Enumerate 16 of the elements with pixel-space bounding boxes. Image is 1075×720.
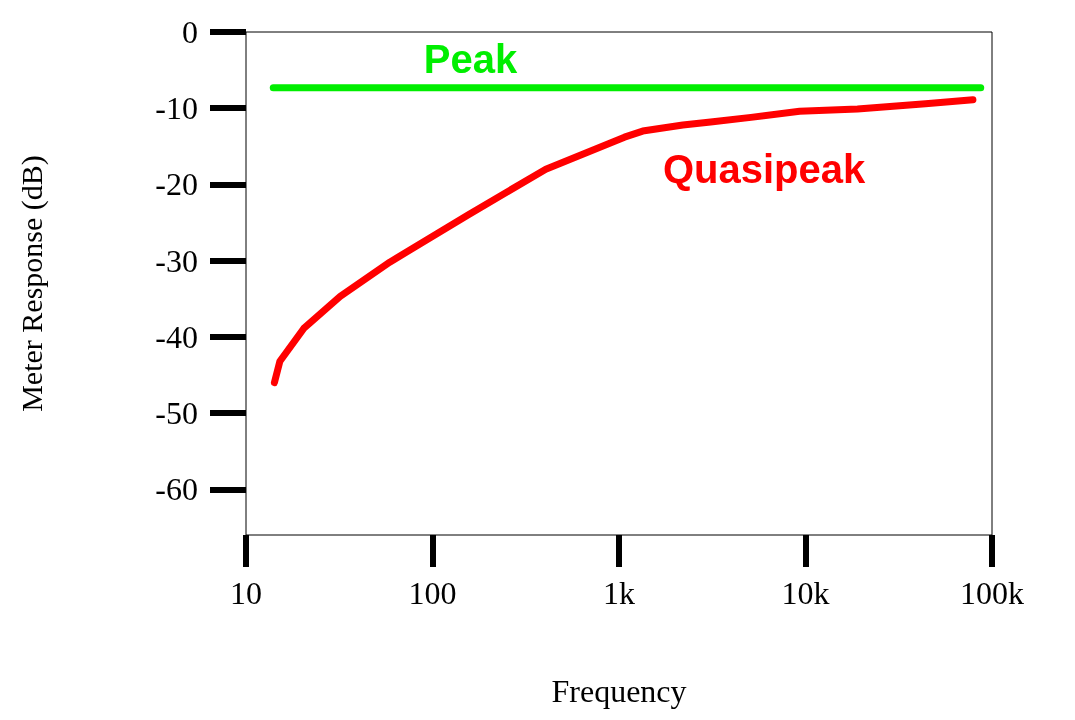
y-tick-label: -50 — [155, 395, 198, 432]
y-tick-label: -60 — [155, 471, 198, 508]
y-tick-label: 0 — [182, 14, 198, 50]
x-tick-label: 100k — [960, 575, 1024, 611]
y-tick-label: -40 — [155, 318, 198, 355]
x-tick-label: 100 — [408, 575, 457, 611]
series-label: Peak — [423, 36, 519, 81]
x-tick-label: 1k — [603, 575, 635, 611]
x-tick-label: 10 — [230, 575, 262, 611]
y-tick-label: -20 — [155, 166, 198, 203]
y-axis-title: Meter Response (dB) — [14, 155, 49, 412]
x-axis-title: Frequency — [551, 673, 687, 709]
x-tick-label: 10k — [781, 575, 830, 611]
series-label: Quasipeak — [662, 147, 867, 192]
y-tick-label: -30 — [155, 242, 198, 279]
y-tick-label: -10 — [155, 90, 198, 127]
